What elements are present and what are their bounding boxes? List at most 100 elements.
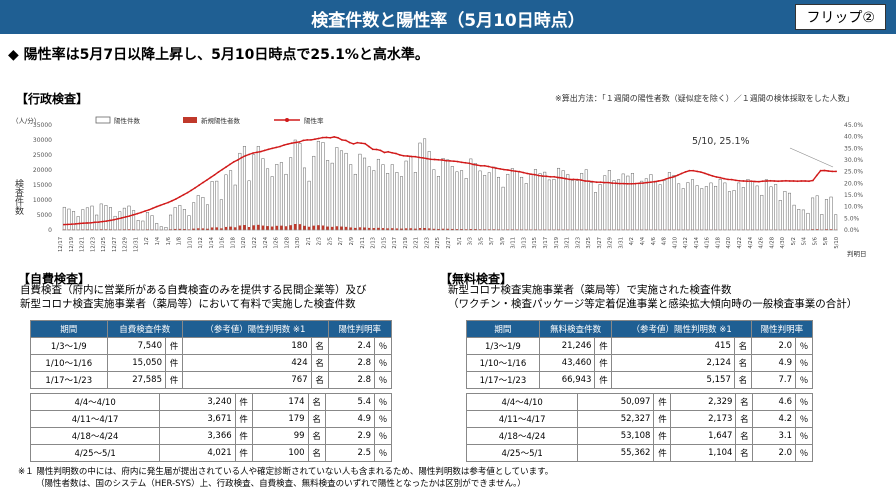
rate-point: [267, 148, 270, 151]
table-cell: 4/18～4/24: [29, 427, 161, 445]
rate-point: [754, 180, 756, 183]
test-bar: [829, 196, 833, 231]
test-bar: [815, 195, 819, 231]
positive-bar: [303, 225, 306, 230]
x-tick-label: 4/10: [672, 237, 678, 249]
rate-point: [202, 181, 204, 184]
table-row: 1/3～1/9 21,246 件 415 名 2.0 ％: [466, 337, 813, 355]
test-bar: [284, 173, 288, 231]
test-bar: [321, 142, 325, 231]
test-bar: [801, 209, 805, 231]
x-tick-label: 1/12: [198, 237, 204, 249]
table-row: 1/10～1/16 43,460 件 2,124 名 4.9 ％: [466, 354, 813, 372]
rate-point: [792, 180, 795, 182]
headline: ◆ 陽性率は5月7日以降上昇し、5月10日時点で25.1%と高水準。: [8, 47, 429, 63]
self-desc-line1: 自費検査（府内に営業所がある自費検査のみを提供する民間企業等）及び: [20, 284, 367, 296]
positive-bar: [123, 229, 126, 230]
x-tick-label: 3/7: [489, 237, 495, 245]
positive-bar: [99, 229, 103, 230]
rate-point: [194, 186, 197, 189]
table-cell: ％: [795, 337, 813, 355]
test-bar: [215, 180, 219, 231]
free-section-label: 【無料検査】: [440, 272, 513, 286]
positive-bar: [330, 226, 334, 230]
x-tick-label: 2/19: [403, 237, 409, 249]
table-cell: 4,021: [159, 444, 236, 462]
rate-point: [422, 157, 424, 159]
table-header-cell: 陽性判明率: [327, 320, 393, 338]
self-test-table-april: 4/4～4/10 3,240 件 174 名 5.4 ％ 4/11～4/17 3,671 件 179…: [29, 393, 392, 462]
test-bar: [270, 176, 274, 231]
x-tick-label: 4/2: [629, 237, 635, 245]
rate-point: [402, 154, 405, 157]
rate-point: [615, 182, 617, 185]
test-bar: [261, 158, 265, 231]
test-bar: [99, 203, 103, 231]
test-bar: [303, 167, 306, 231]
x-tick-label: 4/24: [748, 236, 754, 248]
test-bar: [603, 175, 607, 231]
test-bar: [621, 173, 625, 231]
rate-point: [723, 177, 725, 180]
test-bar: [298, 143, 302, 231]
x-tick-label: 3/3: [468, 237, 474, 245]
test-bar: [358, 153, 362, 231]
rate-point: [109, 219, 112, 222]
rate-point: [437, 158, 440, 161]
test-bar: [607, 170, 611, 231]
positive-bar: [293, 224, 297, 230]
test-bar: [169, 214, 173, 231]
rate-point: [638, 182, 641, 185]
table-cell: ％: [374, 427, 392, 445]
table-cell: ％: [374, 371, 392, 389]
test-bar: [501, 186, 505, 231]
x-tick-label: 2/23: [424, 237, 430, 249]
test-chart: （人/分） 陽性件数 新規陽性者数 陽性率 0 5000 10000 15000 200…: [12, 116, 867, 258]
positive-bar: [104, 229, 108, 230]
rate-point: [622, 182, 625, 185]
rate-point: [827, 170, 830, 172]
x-tick-label: 3/5: [478, 237, 484, 245]
test-bar: [746, 179, 750, 231]
test-bar: [238, 152, 242, 231]
rate-point: [649, 181, 652, 184]
test-bar: [520, 176, 524, 231]
table-cell: 180: [182, 337, 312, 355]
positive-bar: [418, 228, 422, 230]
x-tick-label: 1/10: [187, 237, 193, 249]
test-bar: [155, 223, 159, 231]
table-header-cell: 自費検査件数: [106, 320, 184, 338]
rate-point: [684, 171, 687, 173]
table-header-cell: （参考値）陽性判明数 ※1: [182, 320, 329, 338]
table-cell: 1/3～1/9: [30, 337, 108, 355]
test-bar: [686, 182, 690, 231]
test-bar: [460, 170, 464, 231]
test-bar: [700, 188, 704, 231]
test-bar: [677, 183, 681, 231]
table-cell: 件: [165, 354, 183, 372]
rate-point: [653, 180, 656, 183]
test-bar: [797, 209, 801, 231]
rate-point: [626, 182, 629, 185]
test-bar: [266, 168, 270, 231]
rate-point: [310, 139, 312, 141]
footnote-line1: ※１ 陽性判明数の中には、府内に発生届が提出されている人や確定診断されていない人…: [18, 467, 554, 477]
table-cell: ％: [374, 444, 392, 462]
rate-point: [171, 199, 173, 202]
table-cell: 件: [234, 393, 253, 411]
test-bar: [436, 176, 440, 231]
positive-bar: [266, 226, 269, 230]
table-cell: ％: [795, 354, 813, 372]
test-bar: [404, 160, 408, 231]
positive-bar: [460, 229, 463, 230]
rate-point: [472, 163, 475, 166]
rate-point: [144, 210, 146, 212]
rate-point: [352, 143, 355, 145]
rate-point: [82, 222, 85, 225]
positive-bar: [192, 228, 195, 230]
positive-bar: [215, 227, 219, 230]
table-cell: 4/25～5/1: [29, 444, 161, 462]
table-cell: ％: [795, 427, 813, 445]
test-bar: [663, 180, 667, 231]
rate-point: [406, 155, 409, 157]
